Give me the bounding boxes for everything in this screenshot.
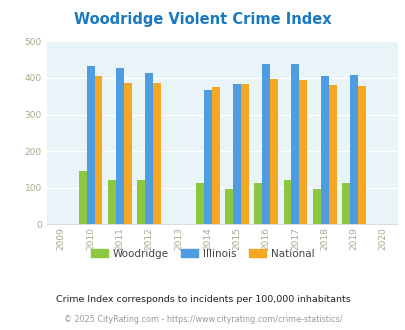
Bar [124, 82, 131, 224]
Bar [283, 181, 291, 224]
Text: © 2025 CityRating.com - https://www.cityrating.com/crime-statistics/: © 2025 CityRating.com - https://www.city… [64, 315, 341, 324]
Bar [240, 84, 248, 224]
Bar [254, 183, 262, 224]
Text: Crime Index corresponds to incidents per 100,000 inhabitants: Crime Index corresponds to incidents per… [55, 295, 350, 304]
Bar [320, 76, 328, 224]
Bar [153, 82, 160, 224]
Bar [137, 181, 145, 224]
Bar [108, 181, 115, 224]
Bar [232, 84, 240, 224]
Bar [79, 171, 86, 224]
Text: Woodridge Violent Crime Index: Woodridge Violent Crime Index [74, 12, 331, 26]
Bar [312, 189, 320, 224]
Bar [341, 183, 349, 224]
Bar [94, 76, 102, 224]
Bar [86, 66, 94, 224]
Bar [195, 183, 203, 224]
Bar [203, 90, 211, 224]
Bar [145, 73, 153, 224]
Bar [115, 68, 124, 224]
Bar [269, 79, 277, 224]
Bar [224, 189, 232, 224]
Bar [211, 87, 219, 224]
Bar [262, 64, 269, 224]
Legend: Woodridge, Illinois, National: Woodridge, Illinois, National [91, 249, 314, 259]
Bar [298, 80, 307, 224]
Bar [328, 85, 336, 224]
Bar [357, 85, 365, 224]
Bar [349, 75, 357, 224]
Bar [291, 64, 298, 224]
